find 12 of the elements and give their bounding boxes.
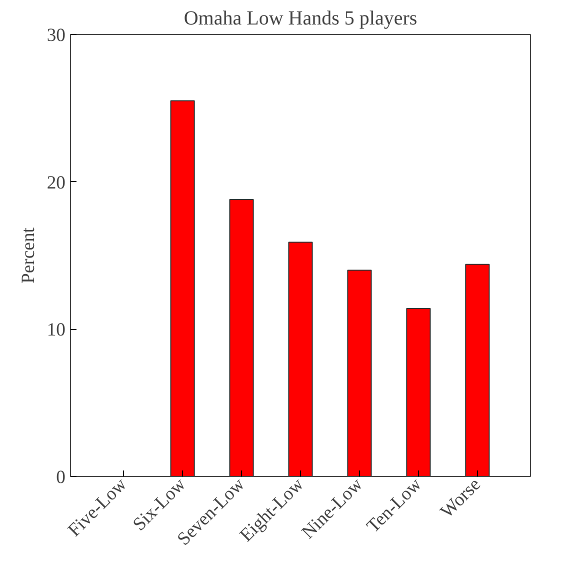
bar [347,270,372,476]
bar [288,242,313,476]
y-tick-label: 10 [46,320,66,341]
bar [229,199,254,476]
bar [170,100,195,476]
y-tick-label: 20 [46,172,66,194]
y-tick-label: 30 [46,25,66,46]
chart-title: Omaha Low Hands 5 players [184,8,418,30]
y-tick-label: 0 [56,467,66,488]
bar [406,308,431,476]
y-axis-title: Percent [18,226,39,284]
bar [465,264,490,476]
